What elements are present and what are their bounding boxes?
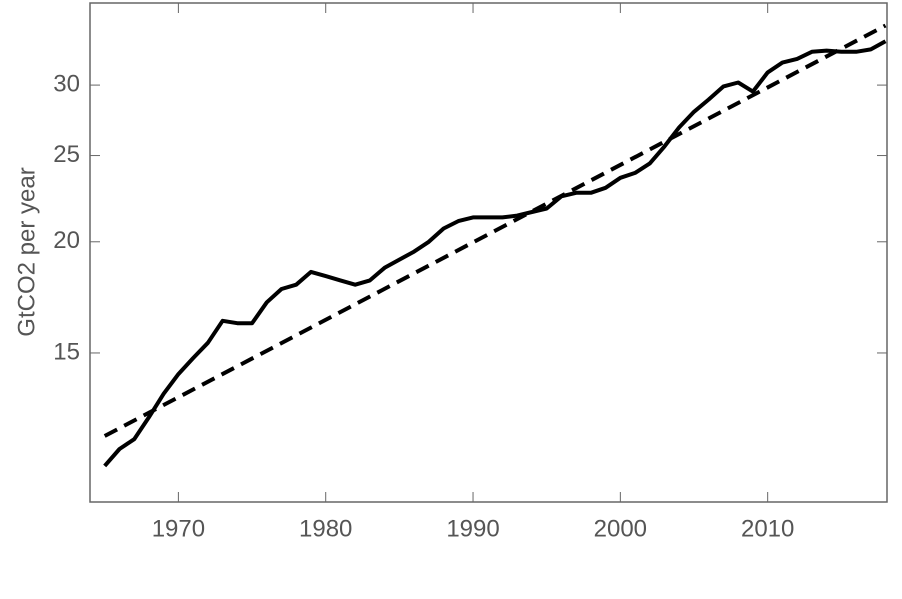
x-tick-label: 1980 [299, 515, 352, 542]
y-tick-label: 20 [53, 227, 80, 254]
y-tick-label: 25 [53, 141, 80, 168]
y-axis-label: GtCO2 per year [13, 167, 40, 336]
x-tick-label: 2010 [741, 515, 794, 542]
data-line [103, 39, 887, 468]
y-tick-label: 15 [53, 338, 80, 365]
y-tick-label: 30 [53, 70, 80, 97]
plot-frame [89, 2, 888, 503]
trend-line [103, 23, 887, 438]
x-tick-label: 1970 [152, 515, 205, 542]
x-tick-label: 1990 [446, 515, 499, 542]
x-tick-label: 2000 [594, 515, 647, 542]
